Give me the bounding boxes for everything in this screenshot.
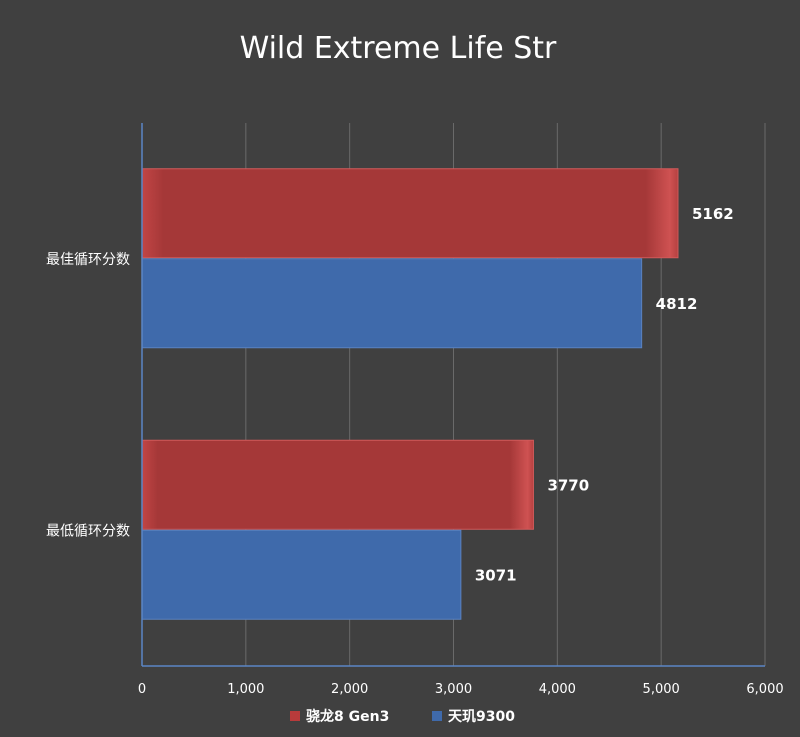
bar [141,258,643,349]
bar [141,439,534,530]
x-tick-label: 3,000 [435,682,472,697]
data-label: 4812 [656,295,698,313]
data-label: 3071 [475,566,517,584]
x-tick-label: 2,000 [331,682,368,697]
chart-title: Wild Extreme Life Str [240,31,557,66]
x-tick-label: 6,000 [746,682,783,697]
bar [141,529,462,620]
x-tick-label: 5,000 [643,682,680,697]
x-tick-labels: 0 1,000 2,000 3,000 4,000 5,000 6,000 [138,682,784,697]
data-label: 5162 [692,205,734,223]
bars [141,168,679,620]
legend-swatch [290,711,300,721]
legend-swatch [432,711,442,721]
x-tick-label: 4,000 [539,682,576,697]
legend-label: 天玑9300 [448,709,515,725]
data-labels: 5162 4812 3770 3071 [475,205,734,585]
category-label: 最佳循环分数 [46,252,130,268]
axes [141,123,765,667]
bar [141,168,679,259]
legend-label: 骁龙8 Gen3 [306,708,389,725]
category-label: 最低循环分数 [46,523,130,539]
x-tick-label: 0 [138,682,146,697]
data-label: 3770 [547,476,589,494]
legend: 骁龙8 Gen3 天玑9300 [290,708,515,725]
x-tick-label: 1,000 [227,682,264,697]
